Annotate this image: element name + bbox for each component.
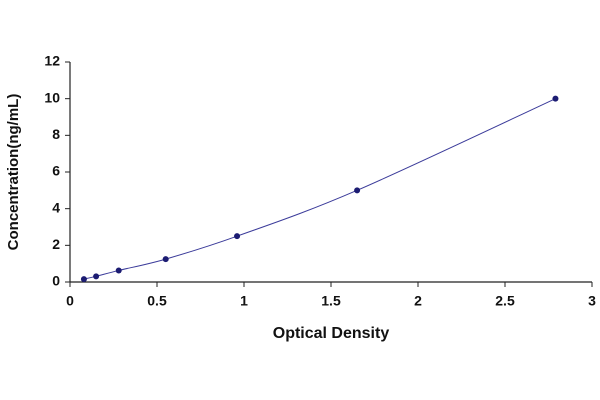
y-tick-label: 4 xyxy=(52,199,60,215)
y-tick-label: 0 xyxy=(52,273,60,289)
y-tick-label: 6 xyxy=(52,163,60,179)
data-point xyxy=(552,95,559,102)
data-point xyxy=(115,267,122,274)
x-tick-label: 0 xyxy=(66,293,74,309)
y-tick-label: 2 xyxy=(52,236,60,252)
x-tick-label: 2.5 xyxy=(495,293,515,309)
fit-curve xyxy=(83,98,556,280)
data-point xyxy=(93,273,100,280)
x-tick-label: 0.5 xyxy=(147,293,167,309)
y-tick-label: 10 xyxy=(44,89,60,105)
data-point xyxy=(234,233,241,240)
x-tick-label: 2 xyxy=(414,293,422,309)
y-tick-label: 8 xyxy=(52,126,60,142)
data-point xyxy=(162,256,169,263)
y-axis-label: Concentration(ng/mL) xyxy=(5,94,22,251)
x-tick-label: 3 xyxy=(588,293,596,309)
x-tick-label: 1.5 xyxy=(321,293,341,309)
x-tick-label: 1 xyxy=(240,293,248,309)
data-point xyxy=(80,276,87,283)
x-axis-label: Optical Density xyxy=(273,325,390,342)
data-point xyxy=(354,187,361,194)
y-tick-label: 12 xyxy=(44,53,60,69)
